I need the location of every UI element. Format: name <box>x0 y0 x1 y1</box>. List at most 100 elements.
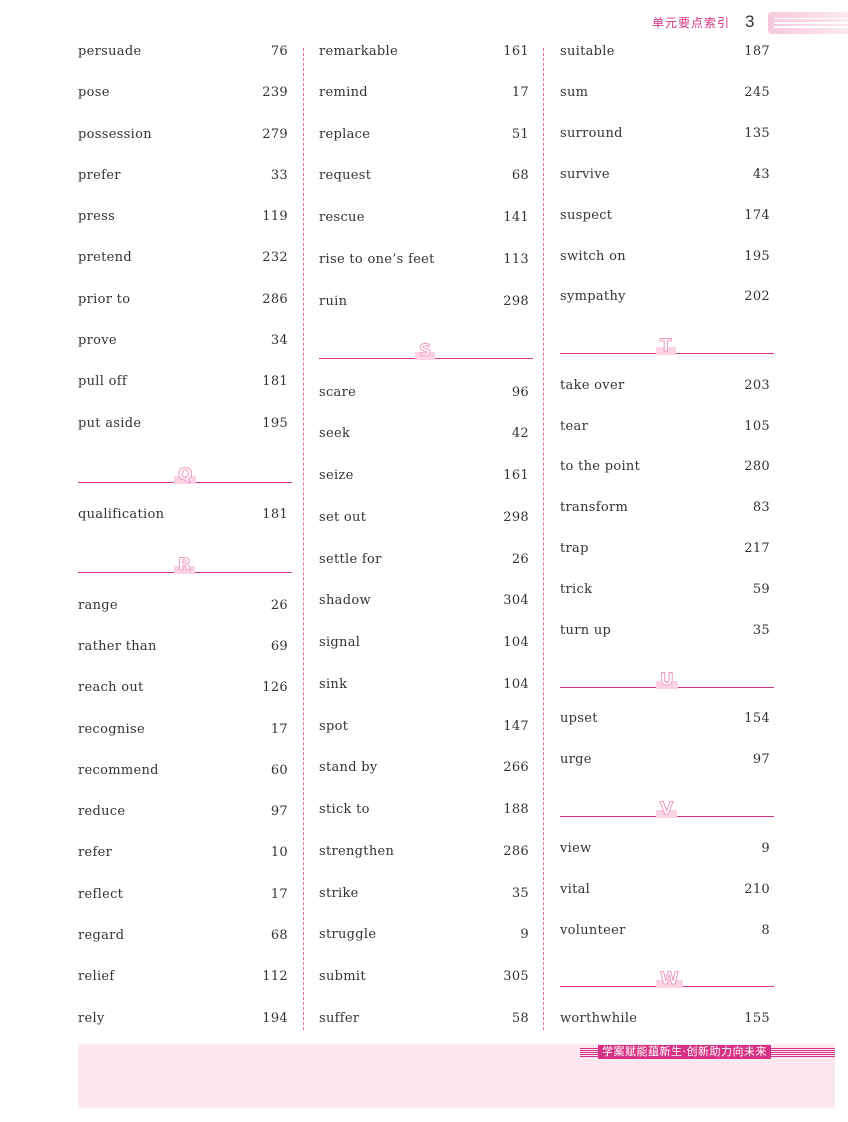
entry-page: 17 <box>270 722 288 737</box>
entry-word: struggle <box>319 927 377 942</box>
index-entry: reduce 97 <box>78 804 288 824</box>
index-entry: sum 245 <box>560 85 770 105</box>
entry-page: 286 <box>503 844 529 859</box>
entry-page: 35 <box>511 886 529 901</box>
entry-word: reach out <box>78 680 144 695</box>
index-entry: replace 51 <box>319 127 529 147</box>
index-entry: press 119 <box>78 209 288 229</box>
entry-word: relief <box>78 969 115 984</box>
entry-page: 141 <box>503 210 529 225</box>
index-entry: remind 17 <box>319 85 529 105</box>
entry-page: 83 <box>752 500 770 515</box>
index-entry: pretend 232 <box>78 250 288 270</box>
entry-word: strengthen <box>319 844 395 859</box>
entry-word: urge <box>560 752 592 767</box>
index-entry: suitable 187 <box>560 44 770 64</box>
index-entry: recommend 60 <box>78 763 288 783</box>
entry-page: 105 <box>744 419 770 434</box>
index-entry: pull off 181 <box>78 374 288 394</box>
index-entry: stand by 266 <box>319 760 529 780</box>
entry-page: 76 <box>270 44 288 59</box>
index-entry: trap 217 <box>560 541 770 561</box>
index-entry: seek 42 <box>319 426 529 446</box>
entry-word: suspect <box>560 208 613 223</box>
entry-word: stick to <box>319 802 370 817</box>
index-entry: relief 112 <box>78 969 288 989</box>
entry-word: sink <box>319 677 348 692</box>
index-entry: rise to one’s feet 113 <box>319 252 529 272</box>
entry-word: worthwhile <box>560 1011 638 1026</box>
entry-word: scare <box>319 385 357 400</box>
entry-word: reflect <box>78 887 124 902</box>
entry-word: view <box>560 841 592 856</box>
entry-word: suffer <box>319 1011 360 1026</box>
entry-page: 42 <box>511 426 529 441</box>
index-entry: trick 59 <box>560 582 770 602</box>
index-entry: refer 10 <box>78 845 288 865</box>
index-entry: regard 68 <box>78 928 288 948</box>
entry-word: press <box>78 209 116 224</box>
entry-page: 135 <box>744 126 770 141</box>
index-entry: qualification 181 <box>78 507 288 527</box>
entry-page: 147 <box>503 719 529 734</box>
entry-page: 194 <box>262 1011 288 1026</box>
section-letter: T <box>656 337 676 356</box>
index-entry: to the point 280 <box>560 459 770 479</box>
entry-page: 195 <box>744 249 770 264</box>
entry-word: recommend <box>78 763 159 778</box>
index-entry: rescue 141 <box>319 210 529 230</box>
entry-page: 33 <box>270 168 288 183</box>
entry-page: 126 <box>262 680 288 695</box>
entry-page: 195 <box>262 416 288 431</box>
entry-page: 59 <box>752 582 770 597</box>
index-entry: stick to 188 <box>319 802 529 822</box>
index-entry: prior to 286 <box>78 292 288 312</box>
entry-page: 112 <box>262 969 288 984</box>
entry-page: 68 <box>511 168 529 183</box>
entry-page: 26 <box>511 552 529 567</box>
entry-word: remind <box>319 85 368 100</box>
entry-page: 9 <box>520 927 529 942</box>
entry-word: turn up <box>560 623 612 638</box>
index-entry: put aside 195 <box>78 416 288 436</box>
entry-word: tear <box>560 419 589 434</box>
index-entry: prefer 33 <box>78 168 288 188</box>
entry-word: ruin <box>319 294 348 309</box>
entry-page: 174 <box>744 208 770 223</box>
entry-page: 239 <box>262 85 288 100</box>
index-entry: struggle 9 <box>319 927 529 947</box>
entry-page: 60 <box>270 763 288 778</box>
entry-page: 119 <box>262 209 288 224</box>
entry-page: 217 <box>744 541 770 556</box>
index-entry: shadow 304 <box>319 593 529 613</box>
index-entry: ruin 298 <box>319 294 529 314</box>
entry-word: range <box>78 598 118 613</box>
entry-page: 104 <box>503 677 529 692</box>
entry-page: 51 <box>511 127 529 142</box>
entry-word: replace <box>319 127 371 142</box>
index-entry: vital 210 <box>560 882 770 902</box>
index-entry: sympathy 202 <box>560 289 770 309</box>
entry-page: 280 <box>744 459 770 474</box>
entry-page: 155 <box>744 1011 770 1026</box>
entry-page: 286 <box>262 292 288 307</box>
entry-word: transform <box>560 500 629 515</box>
entry-word: regard <box>78 928 125 943</box>
entry-page: 266 <box>503 760 529 775</box>
index-entry: rely 194 <box>78 1011 288 1031</box>
entry-page: 298 <box>503 294 529 309</box>
header-tab-decoration <box>768 12 848 34</box>
footer-slogan: 学案赋能蕴新生·创新助力向未来 <box>598 1045 771 1059</box>
entry-word: prefer <box>78 168 121 183</box>
entry-word: spot <box>319 719 349 734</box>
entry-page: 69 <box>270 639 288 654</box>
entry-word: set out <box>319 510 367 525</box>
entry-page: 113 <box>503 252 529 267</box>
section-letter: V <box>656 800 678 819</box>
entry-word: reduce <box>78 804 126 819</box>
entry-word: submit <box>319 969 366 984</box>
entry-page: 187 <box>744 44 770 59</box>
index-entry: turn up 35 <box>560 623 770 643</box>
index-entry: signal 104 <box>319 635 529 655</box>
entry-word: persuade <box>78 44 142 59</box>
